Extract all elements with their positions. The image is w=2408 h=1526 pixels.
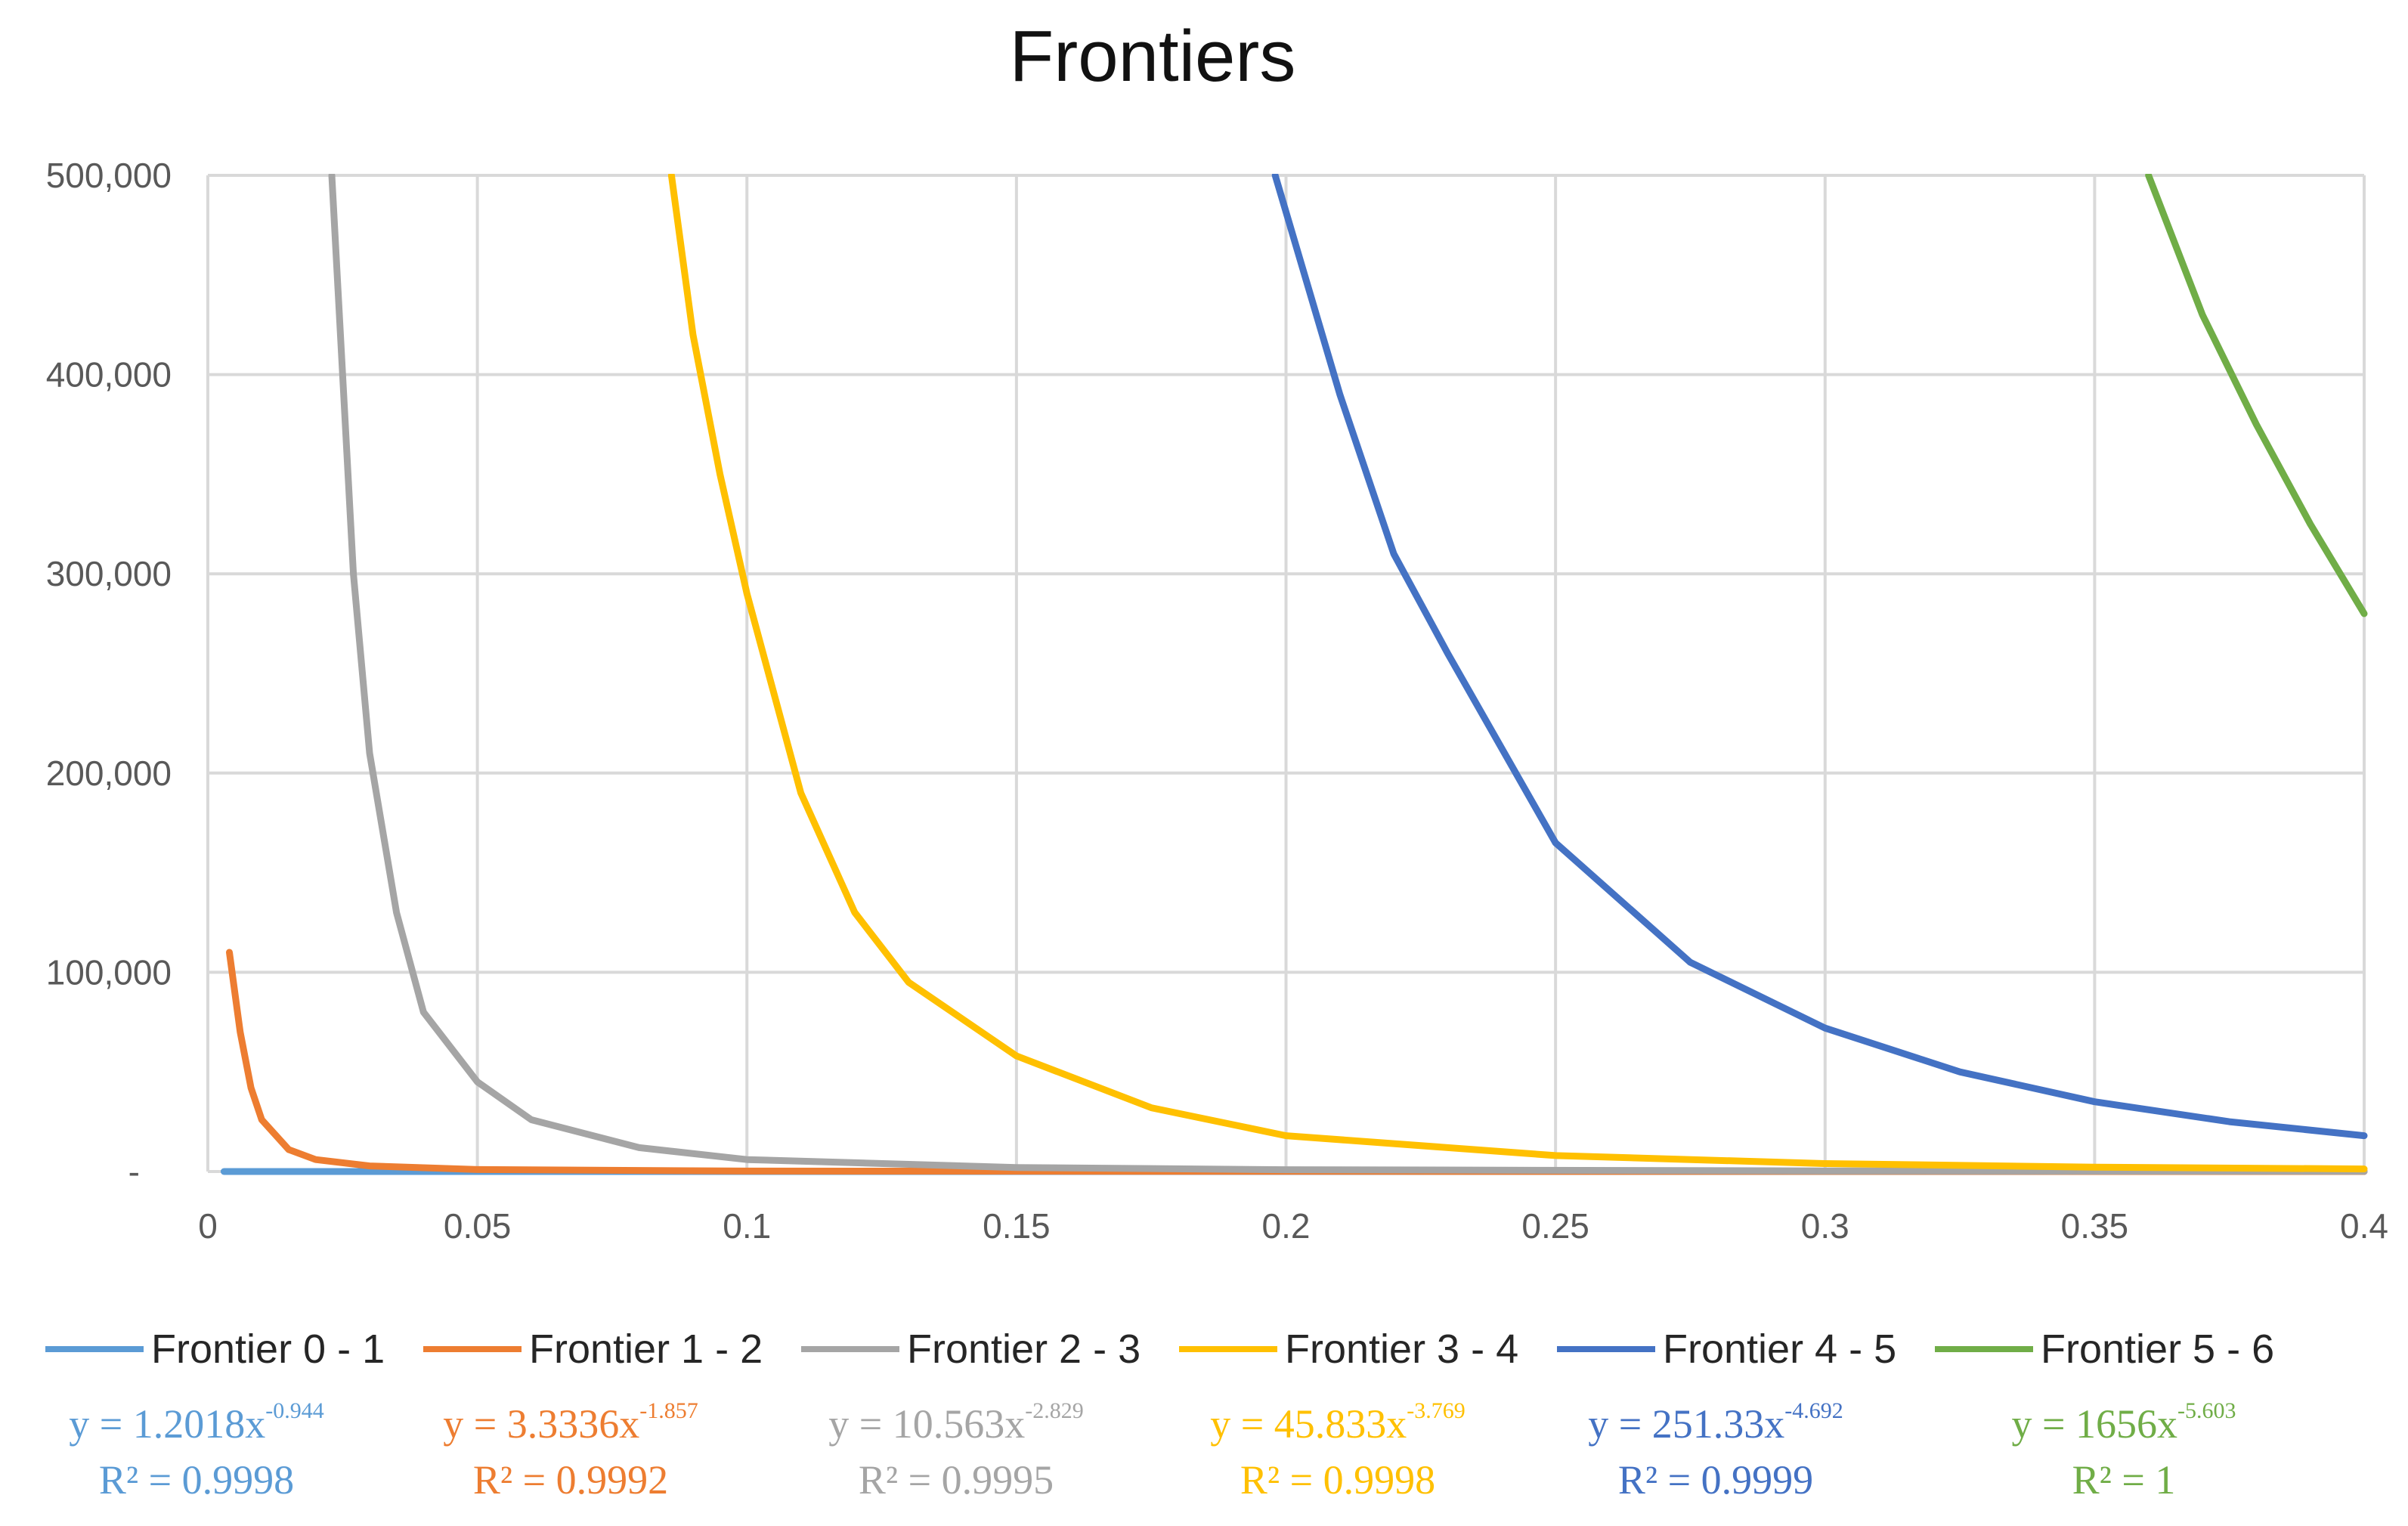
x-tick-label: 0.15 xyxy=(983,1206,1051,1246)
trendline-equations: y = 1.2018x-0.944 R² = 0.9998 y = 3.3336x-… xyxy=(0,1398,2408,1519)
legend-swatch xyxy=(801,1346,899,1352)
x-tick-label: 0.35 xyxy=(2061,1206,2129,1246)
series-line-4 xyxy=(1271,174,2368,1140)
y-tick-label: 200,000 xyxy=(46,754,172,793)
trendline-equation: y = 45.833x-3.769 R² = 0.9998 xyxy=(1179,1398,1496,1503)
r-squared-text: R² = 0.9999 xyxy=(1617,1457,1814,1503)
plot-area: 0 0.05 0.1 0.15 0.2 0.25 0.3 0.35 0.4 - 100,000 200… xyxy=(46,156,2388,1246)
r-squared-text: R² = 0.9998 xyxy=(98,1457,295,1503)
legend-item: Frontier 2 - 3 xyxy=(801,1308,1141,1391)
x-tick-label: 0.25 xyxy=(1521,1206,1589,1246)
legend-item: Frontier 0 - 1 xyxy=(45,1308,385,1391)
legend-item: Frontier 3 - 4 xyxy=(1179,1308,1518,1391)
legend-swatch xyxy=(1557,1346,1655,1352)
legend: Frontier 0 - 1 Frontier 1 - 2 Frontier 2 -… xyxy=(45,1308,2403,1391)
equation-text: y = 1656x-5.603 xyxy=(2011,1398,2236,1447)
legend-label: Frontier 5 - 6 xyxy=(2041,1326,2275,1372)
legend-label: Frontier 4 - 5 xyxy=(1663,1326,1897,1372)
y-tick-label: 500,000 xyxy=(46,156,172,195)
r-squared-text: R² = 0.9998 xyxy=(1240,1457,1436,1503)
legend-item: Frontier 1 - 2 xyxy=(423,1308,763,1391)
equation-text: y = 10.563x-2.829 xyxy=(828,1398,1084,1447)
trendline-equation: y = 3.3336x-1.857 R² = 0.9992 xyxy=(412,1398,729,1503)
legend-swatch xyxy=(45,1346,144,1352)
legend-item: Frontier 5 - 6 xyxy=(1935,1308,2274,1391)
y-tick-label: - xyxy=(128,1152,140,1191)
x-tick-label: 0.3 xyxy=(1801,1206,1849,1246)
x-tick-label: 0 xyxy=(198,1206,218,1246)
y-tick-label: 100,000 xyxy=(46,952,172,992)
legend-swatch xyxy=(1935,1346,2033,1352)
trendline-equation: y = 251.33x-4.692 R² = 0.9999 xyxy=(1557,1398,1874,1503)
r-squared-text: R² = 1 xyxy=(2072,1457,2176,1503)
equation-text: y = 3.3336x-1.857 xyxy=(443,1398,698,1447)
legend-item: Frontier 4 - 5 xyxy=(1557,1308,1896,1391)
r-squared-text: R² = 0.9995 xyxy=(858,1457,1054,1503)
legend-label: Frontier 0 - 1 xyxy=(151,1326,385,1372)
y-tick-label: 300,000 xyxy=(46,554,172,593)
series-line-2 xyxy=(328,174,2368,1175)
legend-swatch xyxy=(1179,1346,1277,1352)
r-squared-text: R² = 0.9992 xyxy=(472,1457,669,1503)
trendline-equation: y = 10.563x-2.829 R² = 0.9995 xyxy=(797,1398,1115,1503)
trendline-equation: y = 1.2018x-0.944 R² = 0.9998 xyxy=(38,1398,355,1503)
x-tick-label: 0.05 xyxy=(444,1206,512,1246)
series-line-5 xyxy=(2145,174,2368,618)
x-tick-label: 0.1 xyxy=(723,1206,771,1246)
legend-label: Frontier 1 - 2 xyxy=(529,1326,763,1372)
series-line-3 xyxy=(667,174,2368,1173)
y-tick-label: 400,000 xyxy=(46,355,172,395)
legend-label: Frontier 2 - 3 xyxy=(907,1326,1141,1372)
trendline-equation: y = 1656x-5.603 R² = 1 xyxy=(1965,1398,2283,1503)
equation-text: y = 45.833x-3.769 xyxy=(1210,1398,1466,1447)
x-tick-label: 0.4 xyxy=(2340,1206,2388,1246)
chart-title: Frontiers xyxy=(1009,16,1296,97)
x-tick-label: 0.2 xyxy=(1262,1206,1311,1246)
legend-label: Frontier 3 - 4 xyxy=(1285,1326,1519,1372)
legend-swatch xyxy=(423,1346,522,1352)
equation-text: y = 1.2018x-0.944 xyxy=(69,1398,324,1447)
equation-text: y = 251.33x-4.692 xyxy=(1588,1398,1843,1447)
